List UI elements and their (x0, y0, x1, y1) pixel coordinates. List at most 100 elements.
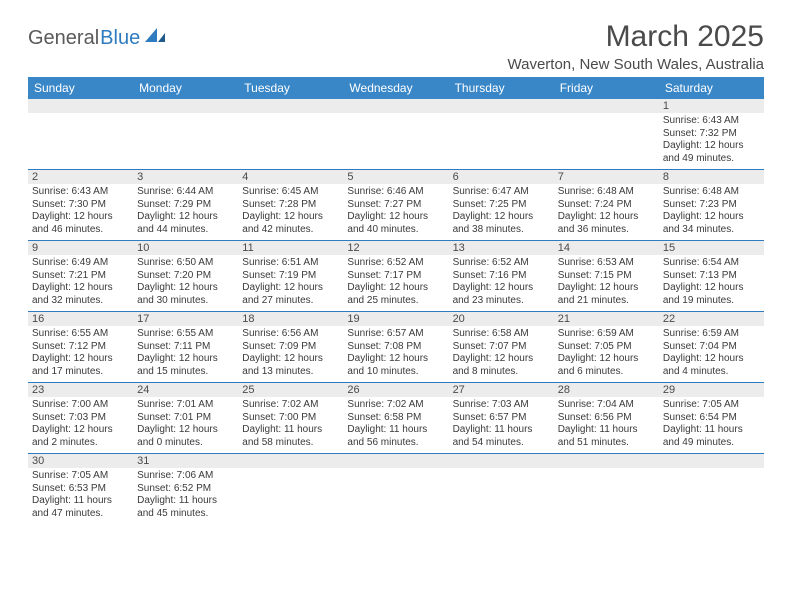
sunrise-text: Sunrise: 6:55 AM (137, 328, 234, 341)
day-cell (28, 113, 133, 170)
day-number: 3 (133, 170, 238, 185)
daylight-text: Daylight: 12 hours (32, 424, 129, 437)
daylight-text: Daylight: 12 hours (453, 282, 550, 295)
day-cell (238, 468, 343, 524)
day-number (343, 99, 448, 113)
sunrise-text: Sunrise: 6:48 AM (558, 186, 655, 199)
day-number: 17 (133, 312, 238, 327)
day-number: 11 (238, 241, 343, 256)
day-number-row: 2345678 (28, 170, 764, 185)
day-number: 16 (28, 312, 133, 327)
sunset-text: Sunset: 7:01 PM (137, 412, 234, 425)
sunset-text: Sunset: 7:19 PM (242, 270, 339, 283)
weekday-header: Wednesday (343, 77, 448, 99)
daylight-text: and 2 minutes. (32, 437, 129, 450)
day-number: 30 (28, 454, 133, 469)
day-number (554, 99, 659, 113)
sunrise-text: Sunrise: 6:43 AM (663, 115, 760, 128)
daylight-text: Daylight: 12 hours (242, 211, 339, 224)
day-number (343, 454, 448, 469)
day-number-row: 23242526272829 (28, 383, 764, 398)
day-cell: Sunrise: 6:59 AMSunset: 7:04 PMDaylight:… (659, 326, 764, 383)
sunrise-text: Sunrise: 7:03 AM (453, 399, 550, 412)
daylight-text: and 15 minutes. (137, 366, 234, 379)
daylight-text: Daylight: 11 hours (137, 495, 234, 508)
daylight-text: and 38 minutes. (453, 224, 550, 237)
sunrise-text: Sunrise: 6:48 AM (663, 186, 760, 199)
day-cell: Sunrise: 7:00 AMSunset: 7:03 PMDaylight:… (28, 397, 133, 454)
calendar-body: 1 Sunrise: 6:43 AMSunset: 7:32 PMDayligh… (28, 99, 764, 524)
sunrise-text: Sunrise: 6:57 AM (347, 328, 444, 341)
sunrise-text: Sunrise: 6:59 AM (663, 328, 760, 341)
day-cell (554, 468, 659, 524)
sunset-text: Sunset: 7:21 PM (32, 270, 129, 283)
daylight-text: Daylight: 11 hours (558, 424, 655, 437)
location: Waverton, New South Wales, Australia (508, 56, 765, 73)
day-number (449, 99, 554, 113)
day-cell (554, 113, 659, 170)
day-number: 22 (659, 312, 764, 327)
week-row: Sunrise: 6:43 AMSunset: 7:30 PMDaylight:… (28, 184, 764, 241)
weekday-header: Monday (133, 77, 238, 99)
day-cell: Sunrise: 7:02 AMSunset: 6:58 PMDaylight:… (343, 397, 448, 454)
day-cell (133, 113, 238, 170)
daylight-text: and 23 minutes. (453, 295, 550, 308)
sunrise-text: Sunrise: 6:49 AM (32, 257, 129, 270)
daylight-text: Daylight: 12 hours (137, 424, 234, 437)
day-cell: Sunrise: 6:50 AMSunset: 7:20 PMDaylight:… (133, 255, 238, 312)
sunrise-text: Sunrise: 6:54 AM (663, 257, 760, 270)
daylight-text: and 40 minutes. (347, 224, 444, 237)
day-number: 4 (238, 170, 343, 185)
daylight-text: Daylight: 12 hours (347, 282, 444, 295)
day-number (238, 99, 343, 113)
sunset-text: Sunset: 7:27 PM (347, 199, 444, 212)
sunset-text: Sunset: 7:20 PM (137, 270, 234, 283)
week-row: Sunrise: 7:05 AMSunset: 6:53 PMDaylight:… (28, 468, 764, 524)
daylight-text: Daylight: 12 hours (663, 140, 760, 153)
sunset-text: Sunset: 7:24 PM (558, 199, 655, 212)
daylight-text: and 13 minutes. (242, 366, 339, 379)
sunset-text: Sunset: 7:32 PM (663, 128, 760, 141)
sunrise-text: Sunrise: 6:55 AM (32, 328, 129, 341)
daylight-text: Daylight: 12 hours (558, 282, 655, 295)
daylight-text: Daylight: 12 hours (32, 282, 129, 295)
daylight-text: and 54 minutes. (453, 437, 550, 450)
day-number: 26 (343, 383, 448, 398)
daylight-text: Daylight: 12 hours (32, 211, 129, 224)
day-cell (659, 468, 764, 524)
sunset-text: Sunset: 7:23 PM (663, 199, 760, 212)
weekday-header: Tuesday (238, 77, 343, 99)
sunset-text: Sunset: 7:30 PM (32, 199, 129, 212)
day-cell: Sunrise: 6:58 AMSunset: 7:07 PMDaylight:… (449, 326, 554, 383)
day-number (133, 99, 238, 113)
logo: General Blue (28, 26, 169, 50)
sunrise-text: Sunrise: 7:04 AM (558, 399, 655, 412)
daylight-text: Daylight: 12 hours (663, 353, 760, 366)
header: General Blue March 2025 Waverton, New So… (28, 20, 764, 73)
day-cell: Sunrise: 6:49 AMSunset: 7:21 PMDaylight:… (28, 255, 133, 312)
day-cell: Sunrise: 7:04 AMSunset: 6:56 PMDaylight:… (554, 397, 659, 454)
sunset-text: Sunset: 6:53 PM (32, 483, 129, 496)
daylight-text: Daylight: 12 hours (32, 353, 129, 366)
sunset-text: Sunset: 7:16 PM (453, 270, 550, 283)
sunrise-text: Sunrise: 7:02 AM (242, 399, 339, 412)
sunset-text: Sunset: 7:04 PM (663, 341, 760, 354)
weekday-header: Sunday (28, 77, 133, 99)
daylight-text: and 8 minutes. (453, 366, 550, 379)
day-number-row: 16171819202122 (28, 312, 764, 327)
title-block: March 2025 Waverton, New South Wales, Au… (508, 20, 765, 73)
day-number-row: 3031 (28, 454, 764, 469)
sunrise-text: Sunrise: 6:59 AM (558, 328, 655, 341)
day-cell: Sunrise: 6:54 AMSunset: 7:13 PMDaylight:… (659, 255, 764, 312)
daylight-text: and 21 minutes. (558, 295, 655, 308)
day-number: 29 (659, 383, 764, 398)
day-cell (343, 113, 448, 170)
week-row: Sunrise: 6:55 AMSunset: 7:12 PMDaylight:… (28, 326, 764, 383)
day-cell (238, 113, 343, 170)
weekday-header: Thursday (449, 77, 554, 99)
daylight-text: and 44 minutes. (137, 224, 234, 237)
sunset-text: Sunset: 7:28 PM (242, 199, 339, 212)
daylight-text: and 36 minutes. (558, 224, 655, 237)
sunrise-text: Sunrise: 6:47 AM (453, 186, 550, 199)
sunset-text: Sunset: 6:56 PM (558, 412, 655, 425)
